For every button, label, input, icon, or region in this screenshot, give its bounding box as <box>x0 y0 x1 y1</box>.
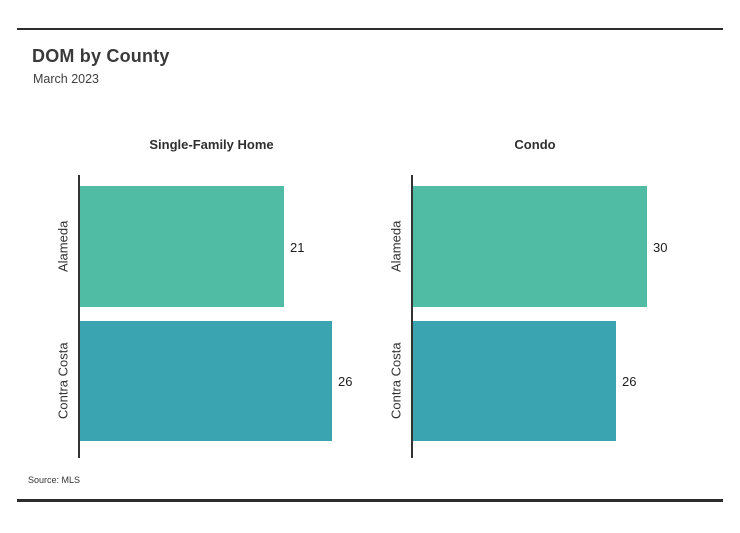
page-title: DOM by County <box>32 46 170 66</box>
category-label: Contra Costa <box>388 342 404 420</box>
value-label: 21 <box>290 239 305 255</box>
value-label: 26 <box>622 374 637 389</box>
panel-condo: Condo 30 Alameda 26 Contra Costa <box>389 135 667 465</box>
panel-single-family-home: Single-Family Home 21 Alameda 26 Contra Cos… <box>56 135 352 465</box>
bar-contra-costa <box>413 321 616 441</box>
panel-title: Condo <box>514 137 556 152</box>
plot-area: 30 Alameda 26 Contra Costa <box>389 175 667 458</box>
plot-area: 21 Alameda 26 Contra Costa <box>56 175 352 458</box>
value-label: 26 <box>338 374 353 389</box>
source-note: Source: MLS <box>28 475 81 485</box>
bar-contra-costa <box>80 321 332 441</box>
bar-alameda <box>413 186 647 307</box>
page-subtitle: March 2023 <box>33 72 100 86</box>
category-label: Alameda <box>55 220 71 273</box>
category-label: Alameda <box>388 220 404 273</box>
bottom-rule <box>17 499 723 502</box>
value-label: 30 <box>653 239 668 255</box>
category-label: Contra Costa <box>55 342 71 420</box>
top-rule <box>17 28 723 30</box>
panel-title: Single-Family Home <box>149 137 274 152</box>
bar-alameda <box>80 186 284 307</box>
